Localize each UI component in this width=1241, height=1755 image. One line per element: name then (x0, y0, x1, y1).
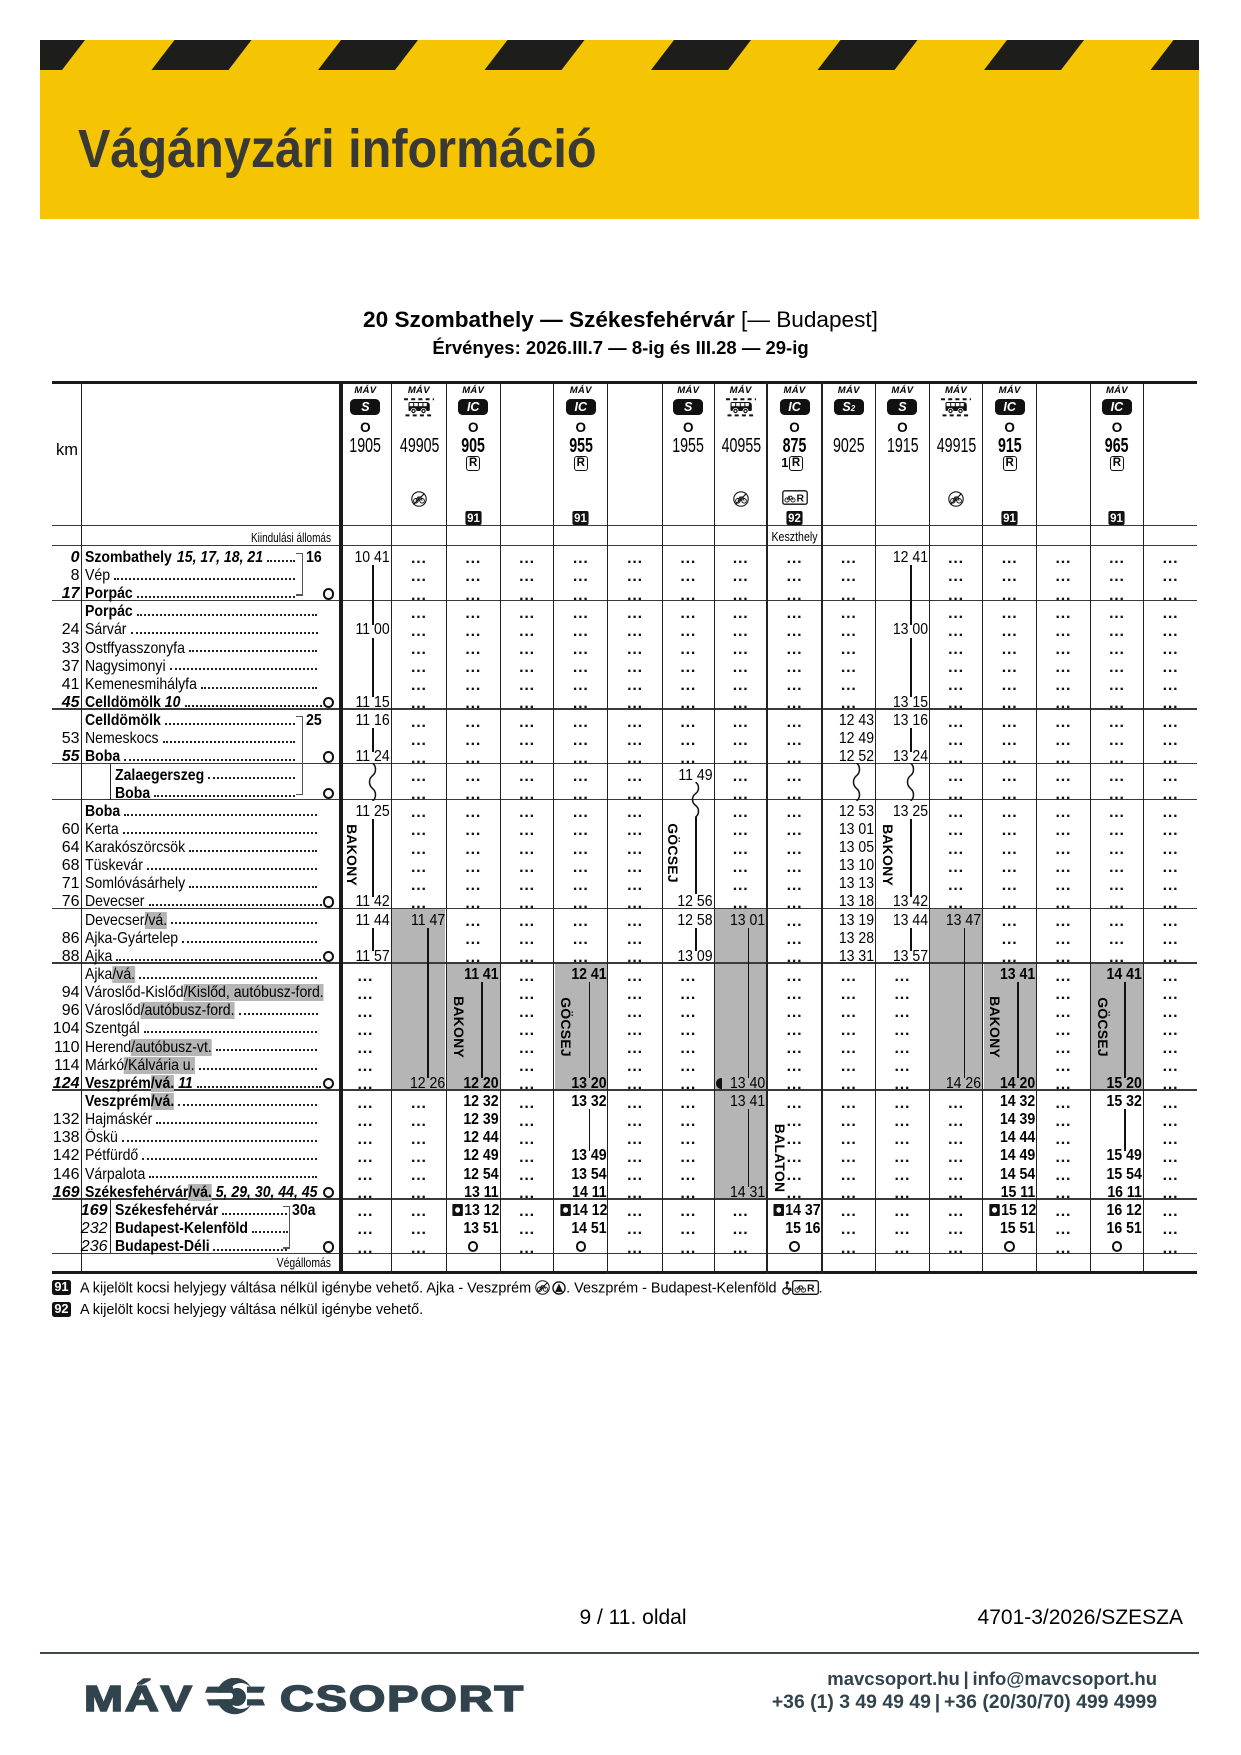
svg-text:R: R (796, 493, 804, 505)
svg-text:R: R (807, 1283, 815, 1295)
